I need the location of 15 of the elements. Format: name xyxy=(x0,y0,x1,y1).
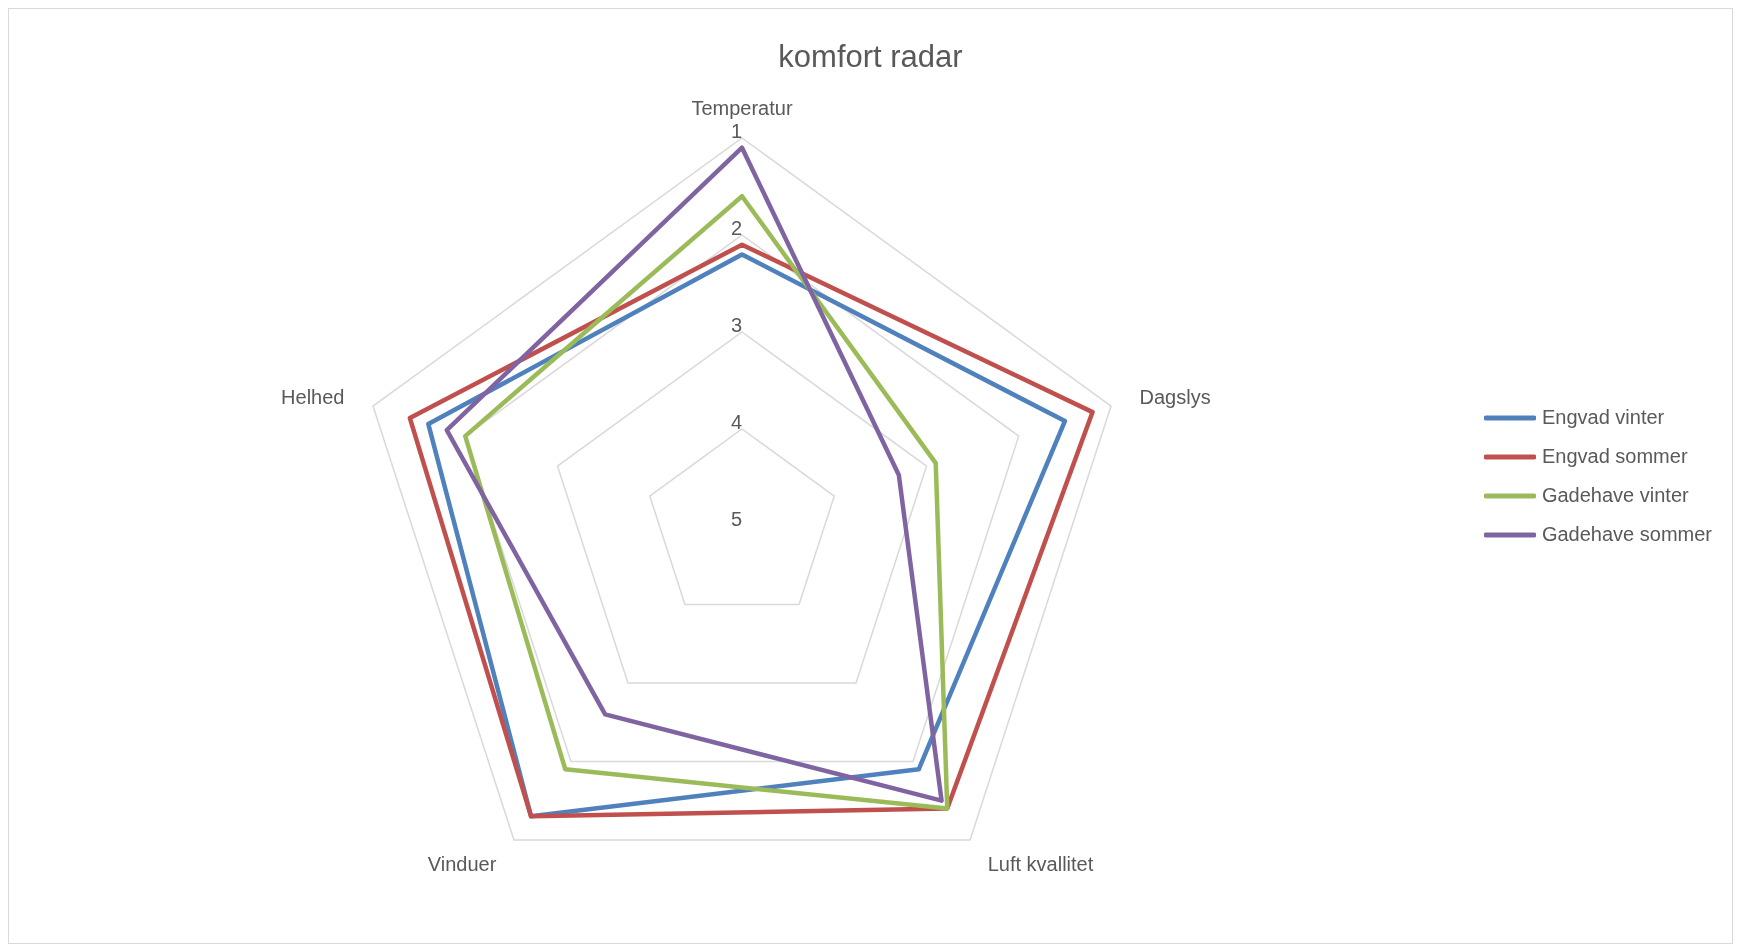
y-tick-label: 4 xyxy=(730,411,742,433)
legend-label: Engvad sommer xyxy=(1541,445,1688,468)
y-tick-label: 1 xyxy=(730,120,742,142)
y-tick-label: 2 xyxy=(730,217,742,239)
spoke-label: Helhed xyxy=(281,385,345,408)
chart-title: komfort radar xyxy=(777,39,964,75)
spoke-label: Luft kvallitet xyxy=(987,853,1094,876)
legend-label: Engvad vinter xyxy=(1541,406,1665,429)
y-tick-label: 3 xyxy=(730,314,742,336)
spoke-label: Temperatur xyxy=(691,97,793,119)
legend-label: Gadehave vinter xyxy=(1541,484,1689,507)
spoke-label: Vinduer xyxy=(427,853,497,876)
legend-label: Gadehave sommer xyxy=(1541,523,1712,546)
y-tick-label: 5 xyxy=(730,508,742,530)
spoke-label: Dagslys xyxy=(1139,385,1211,408)
